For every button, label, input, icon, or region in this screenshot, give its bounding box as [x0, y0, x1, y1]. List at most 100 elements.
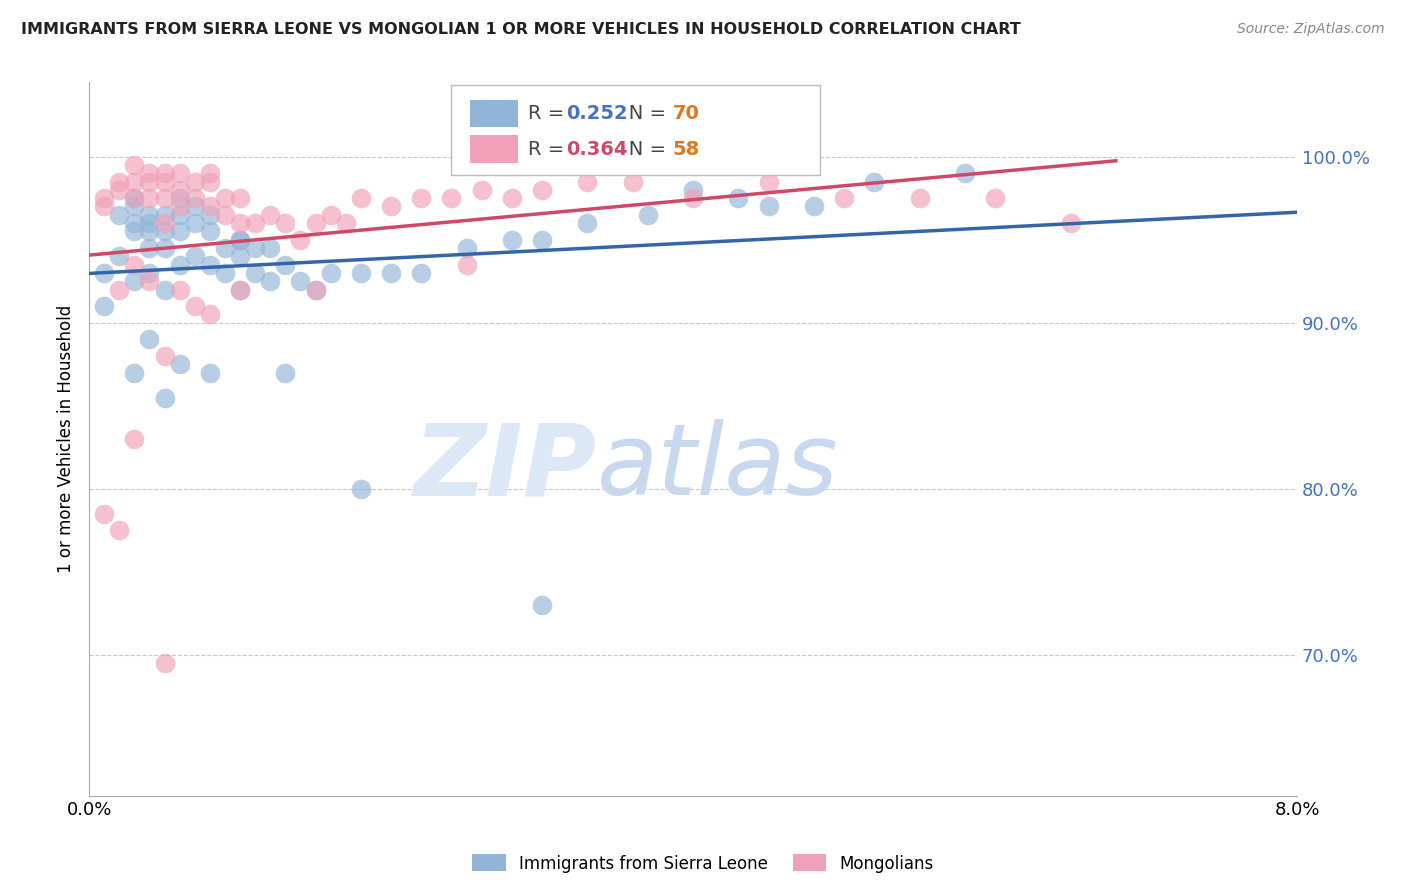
Point	[214, 191, 236, 205]
Point	[758, 175, 780, 189]
Point	[863, 175, 886, 189]
Point	[531, 183, 554, 197]
Point	[531, 598, 554, 612]
Point	[169, 191, 191, 205]
Point	[184, 175, 207, 189]
Point	[319, 208, 342, 222]
Point	[184, 199, 207, 213]
Point	[243, 241, 266, 255]
Point	[908, 191, 931, 205]
Point	[531, 233, 554, 247]
Point	[184, 191, 207, 205]
Text: IMMIGRANTS FROM SIERRA LEONE VS MONGOLIAN 1 OR MORE VEHICLES IN HOUSEHOLD CORREL: IMMIGRANTS FROM SIERRA LEONE VS MONGOLIA…	[21, 22, 1021, 37]
Point	[335, 216, 357, 230]
FancyBboxPatch shape	[451, 86, 820, 175]
Point	[153, 657, 176, 671]
Point	[138, 191, 160, 205]
Point	[229, 283, 252, 297]
Point	[108, 183, 131, 197]
Point	[138, 266, 160, 280]
Point	[290, 233, 312, 247]
Point	[274, 216, 297, 230]
Point	[184, 216, 207, 230]
Point	[124, 216, 146, 230]
Point	[682, 183, 704, 197]
Point	[124, 432, 146, 446]
Point	[93, 199, 115, 213]
Point	[138, 332, 160, 346]
Point	[124, 199, 146, 213]
Point	[501, 191, 523, 205]
Point	[124, 191, 146, 205]
Point	[153, 283, 176, 297]
Point	[169, 199, 191, 213]
Point	[138, 175, 160, 189]
Point	[229, 233, 252, 247]
Point	[153, 175, 176, 189]
Point	[259, 241, 281, 255]
Point	[198, 366, 221, 380]
Point	[380, 199, 402, 213]
Point	[169, 224, 191, 238]
Point	[576, 175, 599, 189]
Point	[198, 308, 221, 322]
Point	[108, 249, 131, 263]
Text: 0.252: 0.252	[567, 103, 628, 123]
Point	[214, 241, 236, 255]
Point	[108, 175, 131, 189]
Point	[803, 199, 825, 213]
Point	[138, 274, 160, 288]
Point	[411, 266, 433, 280]
Point	[198, 224, 221, 238]
Point	[138, 241, 160, 255]
Point	[274, 366, 297, 380]
Point	[169, 258, 191, 272]
Point	[198, 199, 221, 213]
Point	[93, 299, 115, 313]
Point	[198, 166, 221, 180]
Point	[243, 216, 266, 230]
Point	[456, 241, 478, 255]
Point	[138, 216, 160, 230]
Text: 58: 58	[672, 139, 700, 159]
Point	[1059, 216, 1081, 230]
Point	[350, 266, 373, 280]
Point	[153, 241, 176, 255]
Text: N =: N =	[610, 139, 672, 159]
Point	[153, 349, 176, 363]
Point	[138, 224, 160, 238]
Point	[832, 191, 855, 205]
Point	[124, 274, 146, 288]
Point	[350, 482, 373, 496]
Text: ZIP: ZIP	[413, 419, 596, 516]
Point	[304, 283, 326, 297]
Point	[229, 233, 252, 247]
Point	[108, 208, 131, 222]
Text: R =: R =	[527, 103, 569, 123]
Point	[153, 216, 176, 230]
Point	[290, 274, 312, 288]
Point	[319, 266, 342, 280]
Point	[93, 507, 115, 521]
Point	[93, 191, 115, 205]
Point	[124, 158, 146, 172]
Text: atlas: atlas	[596, 419, 838, 516]
Point	[214, 266, 236, 280]
Point	[953, 166, 976, 180]
Text: 0.364: 0.364	[567, 139, 627, 159]
Point	[243, 266, 266, 280]
Point	[153, 166, 176, 180]
Point	[153, 391, 176, 405]
Point	[350, 191, 373, 205]
Point	[621, 175, 644, 189]
Point	[229, 191, 252, 205]
Point	[198, 175, 221, 189]
Point	[380, 266, 402, 280]
Point	[153, 191, 176, 205]
Point	[214, 208, 236, 222]
Text: R =: R =	[527, 139, 569, 159]
Point	[198, 258, 221, 272]
Point	[304, 283, 326, 297]
Point	[274, 258, 297, 272]
Point	[229, 216, 252, 230]
